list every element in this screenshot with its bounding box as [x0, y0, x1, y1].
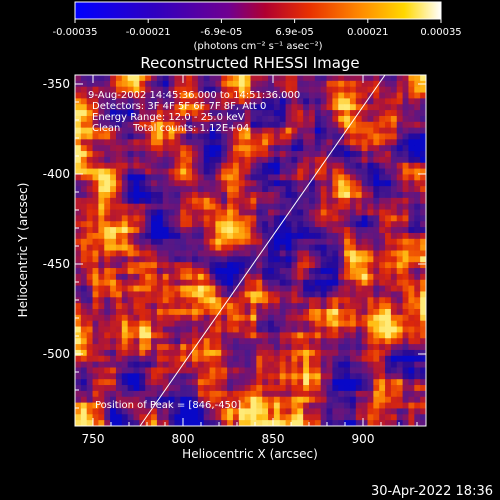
y-tick-label: -400 — [43, 167, 70, 181]
info-line-time: 9-Aug-2002 14:45:36.000 to 14:51:36.000 — [88, 90, 300, 101]
info-line-clean: Clean Total counts: 1.12E+04 — [92, 123, 249, 134]
footer-timestamp: 30-Apr-2022 18:36 — [371, 484, 493, 499]
image-pixels — [75, 75, 426, 426]
limb-line — [139, 75, 386, 426]
colorbar-tick-label: -0.00021 — [126, 27, 171, 38]
y-axis-label: Heliocentric Y (arcsec) — [16, 183, 30, 318]
colorbar-tick-label: 6.9e-05 — [275, 27, 313, 38]
info-block: 9-Aug-2002 14:45:36.000 to 14:51:36.000 … — [88, 90, 300, 411]
colorbar-tick-label: -0.00035 — [53, 27, 98, 38]
x-tick-label: 850 — [262, 432, 285, 446]
x-tick-label: 800 — [172, 432, 195, 446]
info-line-energy: Energy Range: 12.0 - 25.0 keV — [92, 112, 245, 123]
peak-position-label: Position of Peak = [846,-450] — [95, 400, 241, 411]
y-tick-label: -350 — [43, 77, 70, 91]
plot-frame — [74, 74, 427, 427]
x-axis-label: Heliocentric X (arcsec) — [182, 447, 318, 461]
info-line-detectors: Detectors: 3F 4F 5F 6F 7F 8F, Att 0 — [92, 101, 266, 112]
colorbar-unit-label: (photons cm⁻² s⁻¹ asec⁻²) — [193, 41, 322, 52]
plot-title: Reconstructed RHESSI Image — [140, 54, 359, 72]
colorbar-tick-label: 0.00021 — [347, 27, 388, 38]
colorbar-gradient — [74, 1, 442, 20]
colorbar-tick-label: -6.9e-05 — [200, 27, 242, 38]
x-tick-label: 900 — [352, 432, 375, 446]
y-tick-label: -450 — [43, 257, 70, 271]
x-tick-label: 750 — [82, 432, 105, 446]
colorbar: -0.00035 -0.00021 -6.9e-05 6.9e-05 0.00021 0.… — [53, 1, 462, 52]
y-tick-label: -500 — [43, 347, 70, 361]
axes: 750 800 850 900 -350 -400 -450 -500 — [43, 75, 426, 446]
colorbar-ticks: -0.00035 -0.00021 -6.9e-05 6.9e-05 0.00021 0.… — [53, 19, 462, 38]
colorbar-tick-label: 0.00035 — [420, 27, 461, 38]
image-area — [75, 75, 426, 426]
